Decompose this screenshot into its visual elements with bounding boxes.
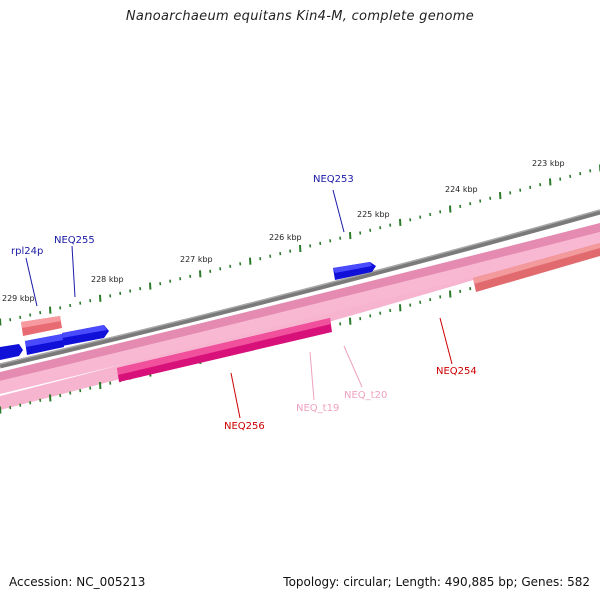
leader-neq-t20 (343, 345, 363, 388)
backbone-highlight (0, 209, 600, 365)
gene-neq254-highlight (473, 243, 600, 284)
gene-neq256-highlight (117, 318, 331, 375)
forward-genes (0, 262, 376, 360)
gene-small-reverse-highlight (21, 316, 61, 328)
rna-genes (117, 318, 332, 382)
upper-scale-ticks (0, 164, 600, 326)
label-neq-t20[interactable]: NEQ_t20 (344, 390, 387, 401)
label-neq254[interactable]: NEQ254 (436, 366, 477, 377)
label-rpl24p[interactable]: rpl24p (11, 246, 43, 257)
rna-band-bottom (0, 232, 600, 394)
scale-labels: 223 kbp 224 kbp 225 kbp 226 kbp 227 kbp … (2, 159, 565, 303)
scale-label-224: 224 kbp (445, 185, 478, 194)
gene-labels: NEQ253 NEQ255 rpl24p NEQ254 NEQ256 NEQ_t… (11, 174, 477, 432)
scale-label-223: 223 kbp (532, 159, 565, 168)
leader-neq253 (332, 189, 345, 233)
scale-label-229: 229 kbp (2, 294, 35, 303)
scale-label-226: 226 kbp (269, 233, 302, 242)
leader-neq256 (230, 372, 241, 419)
gene-left-edge-arrow[interactable] (0, 344, 23, 360)
scale-label-227: 227 kbp (180, 255, 213, 264)
scale-label-228: 228 kbp (91, 275, 124, 284)
label-leaders (25, 189, 453, 419)
label-neq256[interactable]: NEQ256 (224, 421, 265, 432)
label-neq-t19[interactable]: NEQ_t19 (296, 403, 339, 414)
leader-rpl24p (25, 257, 38, 307)
accession-text: Accession: NC_005213 (9, 575, 146, 589)
rna-band-top (0, 223, 600, 381)
label-neq255[interactable]: NEQ255 (54, 235, 95, 246)
backbone-line (0, 209, 600, 369)
label-neq253[interactable]: NEQ253 (313, 174, 354, 185)
leader-neq254 (439, 317, 453, 365)
leader-neq255 (71, 245, 76, 298)
leader-neq-t19 (309, 351, 315, 401)
gene-rpl24p-highlight (25, 334, 63, 347)
gene-neq253-highlight (333, 262, 372, 273)
map-title: Nanoarchaeum equitans Kin4-M, complete g… (125, 9, 475, 24)
genome-backbone (0, 209, 600, 369)
scale-label-225: 225 kbp (357, 210, 390, 219)
gene-neq255-highlight (62, 325, 107, 338)
reverse-genes (21, 243, 600, 336)
genome-summary-text: Topology: circular; Length: 490,885 bp; … (283, 575, 590, 589)
